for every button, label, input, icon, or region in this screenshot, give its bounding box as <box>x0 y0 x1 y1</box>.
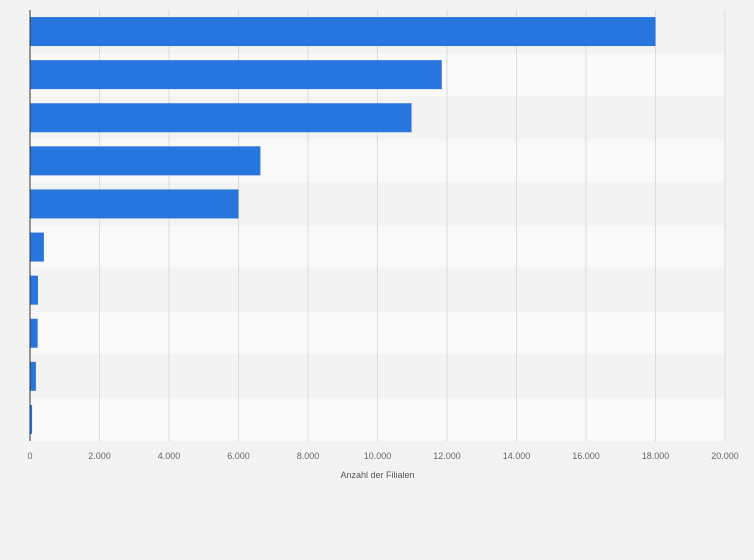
bar <box>30 404 33 434</box>
bar <box>30 361 36 391</box>
bars <box>30 17 656 434</box>
bar <box>30 232 44 262</box>
x-axis-title: Anzahl der Filialen <box>340 470 414 480</box>
x-tick-label: 16.000 <box>572 451 600 461</box>
x-axis-ticks: 0 2.000 4.000 6.000 8.000 10.000 12.000 14.000 1… <box>27 451 738 461</box>
x-tick-label: 14.000 <box>503 451 531 461</box>
x-tick-label: 8.000 <box>297 451 320 461</box>
bar <box>30 60 442 90</box>
x-tick-label: 10.000 <box>364 451 392 461</box>
x-tick-label: 2.000 <box>88 451 111 461</box>
bar <box>30 146 261 176</box>
bar <box>30 103 412 133</box>
x-tick-label: 6.000 <box>227 451 250 461</box>
x-tick-label: 18.000 <box>642 451 670 461</box>
bar <box>30 189 239 219</box>
bar <box>30 275 38 305</box>
x-tick-label: 4.000 <box>158 451 181 461</box>
x-tick-label: 20.000 <box>711 451 739 461</box>
x-tick-label: 12.000 <box>433 451 461 461</box>
bar <box>30 318 38 348</box>
bar <box>30 17 656 47</box>
x-tick-label: 0 <box>27 451 32 461</box>
